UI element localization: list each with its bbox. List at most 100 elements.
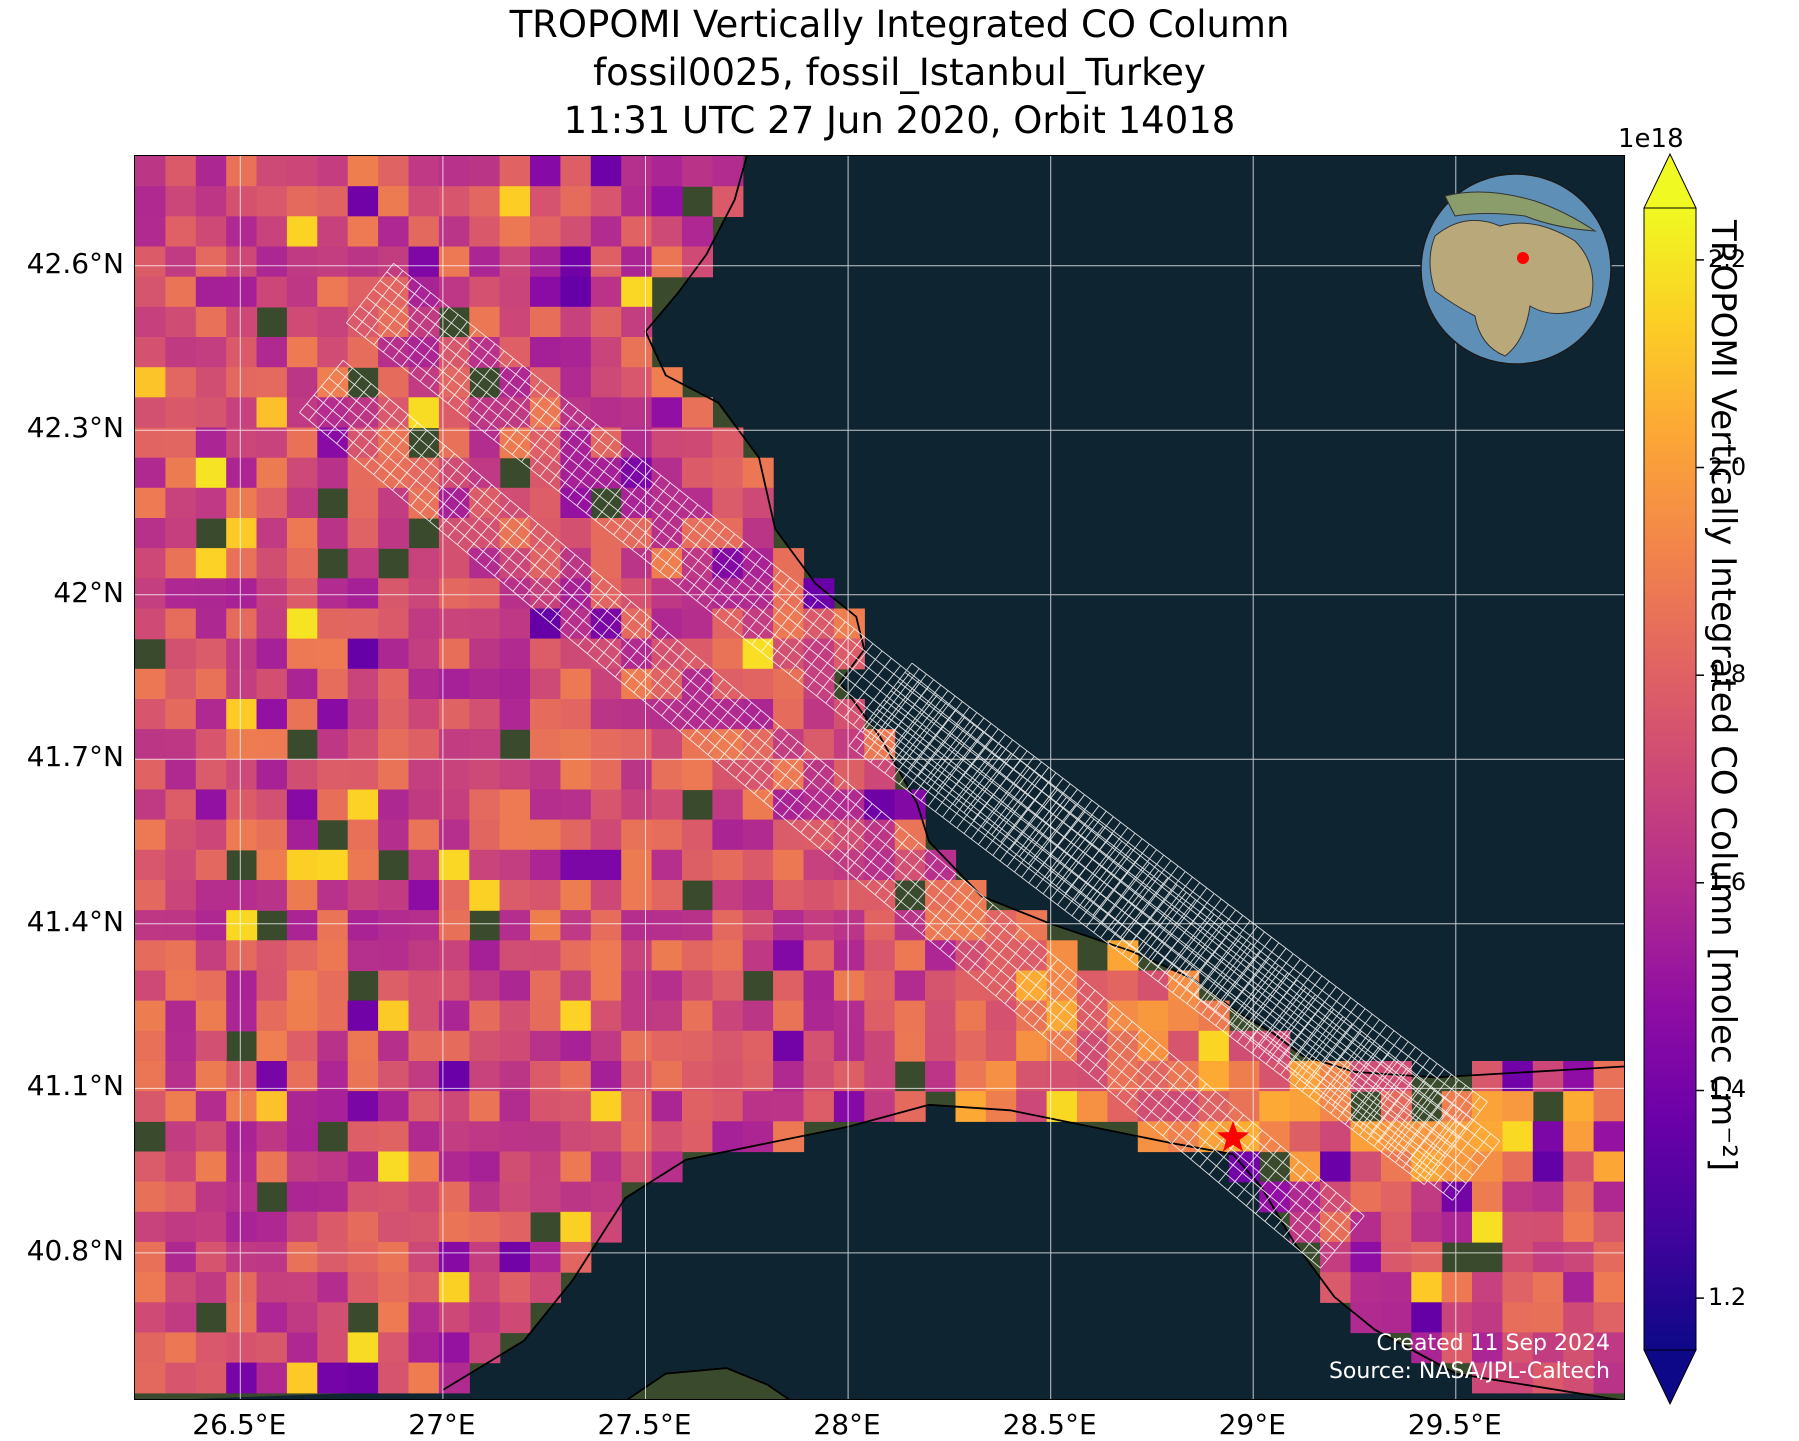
co-pixel [165,1272,197,1303]
co-pixel [1502,1091,1534,1122]
co-pixel [530,729,561,760]
map-panel[interactable] [134,155,1625,1400]
co-pixel [165,367,197,398]
co-pixel [469,789,501,821]
swath-line [954,745,1003,806]
co-pixel [590,880,622,911]
co-pixel [560,880,592,911]
swath-line [963,750,1028,834]
swath-line [982,767,1030,828]
swath-line [373,288,1480,1167]
co-pixel [1441,1211,1473,1243]
co-pixel [408,699,440,730]
co-pixel [256,1030,288,1062]
swath-line [1111,870,1160,931]
co-pixel [165,186,197,217]
co-pixel [499,940,531,972]
co-pixel [135,729,166,760]
co-pixel [195,1091,227,1122]
co-pixel [195,1211,227,1243]
co-pixel [438,970,470,1002]
co-pixel [347,246,379,278]
co-pixel [499,1241,531,1273]
co-pixel [378,1362,410,1394]
co-pixel [682,457,713,489]
swath-line [382,292,431,353]
co-pixel [1472,1061,1503,1092]
co-pixel [621,940,653,972]
co-pixel [773,970,805,1002]
land-marmara-island [628,1368,789,1399]
co-pixel [408,1091,440,1122]
co-pixel [347,1332,379,1364]
co-pixel [135,156,166,187]
co-pixel [1472,1091,1503,1122]
swath-line [970,756,1035,840]
lon-tick-label: 27.5°E [597,1408,692,1441]
swath-line [1186,920,1251,1004]
swath-line [299,412,1321,1269]
co-pixel [560,1061,592,1092]
co-pixel [226,457,258,489]
co-pixel [1350,1211,1382,1243]
co-pixel [347,1362,379,1394]
swath-line [1215,942,1280,1026]
co-pixel [1593,1151,1624,1183]
co-pixel [438,1241,470,1273]
co-pixel [530,910,561,941]
co-pixel [1289,1091,1321,1122]
co-pixel [773,1000,805,1032]
co-pixel [347,1241,379,1273]
co-pixel [682,1091,713,1122]
swath-line [1350,1060,1399,1121]
co-pixel [135,397,166,429]
co-pixel [530,487,561,519]
co-pixel [317,1151,349,1183]
co-pixel [742,910,774,941]
co-pixel [530,849,561,881]
co-pixel [742,1030,774,1062]
target-marker [1216,1120,1250,1152]
co-pixel [226,819,258,851]
swath-line [1373,1063,1438,1147]
co-pixel [1532,1181,1564,1213]
co-pixel [712,970,744,1002]
co-pixel [195,306,227,338]
co-pixel [195,729,227,760]
co-pixel [165,910,197,941]
swath-line [1101,862,1150,923]
co-pixel [1563,1121,1595,1153]
co-pixel [651,1061,683,1092]
co-pixel [438,1181,470,1213]
co-pixel [165,246,197,278]
swath-line [306,403,1329,1260]
co-pixel [286,1211,318,1243]
swath-line [438,336,487,397]
co-pixel [286,518,318,549]
swath-line [1301,1008,1366,1092]
co-pixel [286,1000,318,1032]
co-pixel [621,759,653,791]
co-pixel [378,668,410,700]
swath-line [1201,931,1265,1015]
globe-target-marker [1517,252,1529,264]
map-canvas[interactable] [135,156,1625,1400]
co-pixel [378,970,410,1002]
swath-line [779,606,828,667]
co-pixel [286,668,318,700]
co-pixel [256,970,288,1002]
swath-line [696,540,745,602]
co-pixel [438,1061,470,1092]
co-pixel [833,1000,865,1032]
co-pixel [256,1241,288,1273]
co-pixel [135,1272,166,1303]
co-pixel [135,699,166,730]
co-pixel [408,819,440,851]
lon-tick-label: 28.5°E [1002,1408,1097,1441]
co-pixel [499,819,531,851]
co-pixel [135,367,166,398]
co-pixel [378,1211,410,1243]
swath-line [889,694,938,755]
swath-line [1055,826,1104,887]
coastline-black-sea [644,156,1624,1079]
